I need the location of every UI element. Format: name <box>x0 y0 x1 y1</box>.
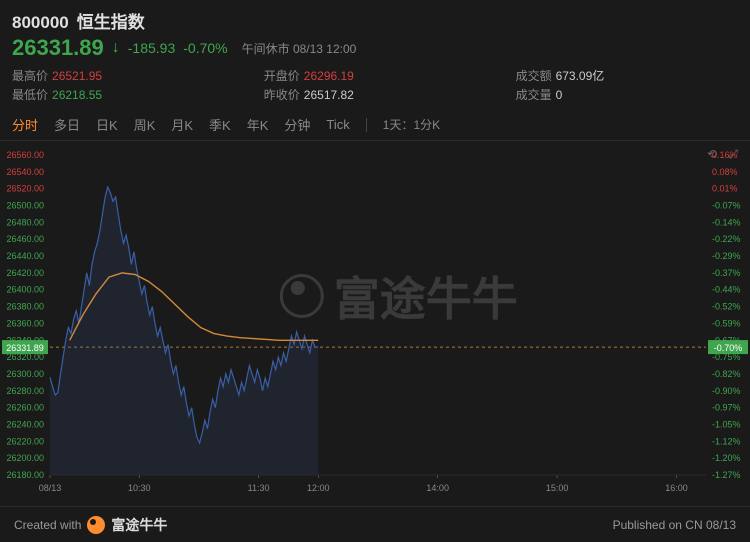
svg-text:0.08%: 0.08% <box>712 167 738 177</box>
stat-item: 开盘价26296.19 <box>264 67 488 84</box>
tab-月K[interactable]: 月K <box>171 115 193 134</box>
svg-text:26380.00: 26380.00 <box>6 302 44 312</box>
svg-text:11:30: 11:30 <box>248 483 270 493</box>
last-price: 26331.89 <box>12 35 104 61</box>
brand-name: 富途牛牛 <box>111 515 167 535</box>
brand-logo-icon <box>87 516 105 534</box>
svg-text:16:00: 16:00 <box>665 483 688 493</box>
svg-text:-0.59%: -0.59% <box>712 318 741 328</box>
svg-text:26200.00: 26200.00 <box>6 453 44 463</box>
tab-Tick[interactable]: Tick <box>326 117 349 132</box>
svg-text:26540.00: 26540.00 <box>6 167 44 177</box>
stat-item: 昨收价26517.82 <box>264 86 488 103</box>
symbol-name: 恒生指数 <box>77 8 145 33</box>
chart-area[interactable]: ⟲ ⤢ 富途牛牛 26560.0026540.0026520.0026500.0… <box>0 145 750 505</box>
svg-text:-0.14%: -0.14% <box>712 217 741 227</box>
tab-日K[interactable]: 日K <box>96 115 118 134</box>
quote-header: 800000 恒生指数 26331.89 ↓ -185.93 -0.70% 午间… <box>0 0 750 107</box>
tab-周K[interactable]: 周K <box>134 115 156 134</box>
svg-text:26360.00: 26360.00 <box>6 318 44 328</box>
tab-季K[interactable]: 季K <box>209 115 231 134</box>
svg-text:26460.00: 26460.00 <box>6 234 44 244</box>
market-status: 午间休市 08/13 12:00 <box>242 40 357 57</box>
svg-text:26280.00: 26280.00 <box>6 386 44 396</box>
direction-arrow-icon: ↓ <box>112 39 120 57</box>
svg-text:26220.00: 26220.00 <box>6 436 44 446</box>
published-label: Published on CN 08/13 <box>613 518 736 532</box>
svg-text:26400.00: 26400.00 <box>6 285 44 295</box>
tab-多日[interactable]: 多日 <box>54 115 80 134</box>
timeframe-info: 1天：1分K <box>383 116 440 133</box>
svg-text:-1.27%: -1.27% <box>712 470 741 480</box>
svg-text:0.16%: 0.16% <box>712 150 738 160</box>
price-change: -185.93 <box>128 40 175 56</box>
svg-text:26180.00: 26180.00 <box>6 470 44 480</box>
svg-text:0.01%: 0.01% <box>712 184 738 194</box>
svg-text:-0.37%: -0.37% <box>712 268 741 278</box>
svg-text:-1.05%: -1.05% <box>712 419 741 429</box>
svg-text:26331.89: 26331.89 <box>6 343 44 353</box>
svg-text:-0.44%: -0.44% <box>712 285 741 295</box>
svg-text:26560.00: 26560.00 <box>6 150 44 160</box>
svg-text:12:00: 12:00 <box>307 483 330 493</box>
symbol-code: 800000 <box>12 13 69 33</box>
svg-text:-0.97%: -0.97% <box>712 403 741 413</box>
stat-item: 最低价26218.55 <box>12 86 236 103</box>
svg-text:26440.00: 26440.00 <box>6 251 44 261</box>
svg-text:-0.22%: -0.22% <box>712 234 741 244</box>
svg-text:-0.90%: -0.90% <box>712 386 741 396</box>
tab-分钟[interactable]: 分钟 <box>284 115 310 134</box>
stats-grid: 最高价26521.95 开盘价26296.19 成交额673.09亿最低价26218… <box>12 67 738 103</box>
svg-text:26520.00: 26520.00 <box>6 184 44 194</box>
created-with-label: Created with <box>14 518 81 532</box>
svg-text:-0.70%: -0.70% <box>714 343 743 353</box>
stat-item: 成交量0 <box>516 86 738 103</box>
footer: Created with 富途牛牛 Published on CN 08/13 <box>0 506 750 542</box>
stat-item: 最高价26521.95 <box>12 67 236 84</box>
svg-text:26300.00: 26300.00 <box>6 369 44 379</box>
svg-text:-0.07%: -0.07% <box>712 201 741 211</box>
svg-text:-0.52%: -0.52% <box>712 302 741 312</box>
stat-item: 成交额673.09亿 <box>516 67 738 84</box>
svg-text:15:00: 15:00 <box>546 483 569 493</box>
tab-分时[interactable]: 分时 <box>12 115 38 134</box>
price-chart: 26560.00 26540.00 26520.00 26500.00 26480.00… <box>0 145 750 505</box>
svg-text:-1.20%: -1.20% <box>712 453 741 463</box>
svg-text:-0.82%: -0.82% <box>712 369 741 379</box>
svg-text:10:30: 10:30 <box>128 483 151 493</box>
svg-text:26420.00: 26420.00 <box>6 268 44 278</box>
svg-text:26500.00: 26500.00 <box>6 201 44 211</box>
timeframe-tabs: 分时多日日K 周K 月K 季K 年K 分钟 Tick 1天：1分K <box>0 107 750 141</box>
svg-text:26260.00: 26260.00 <box>6 403 44 413</box>
svg-text:08/13: 08/13 <box>39 483 62 493</box>
tab-年K[interactable]: 年K <box>247 115 269 134</box>
price-change-pct: -0.70% <box>183 40 227 56</box>
svg-text:-1.12%: -1.12% <box>712 436 741 446</box>
svg-text:-0.29%: -0.29% <box>712 251 741 261</box>
svg-text:14:00: 14:00 <box>426 483 449 493</box>
svg-text:26480.00: 26480.00 <box>6 217 44 227</box>
svg-text:26240.00: 26240.00 <box>6 419 44 429</box>
